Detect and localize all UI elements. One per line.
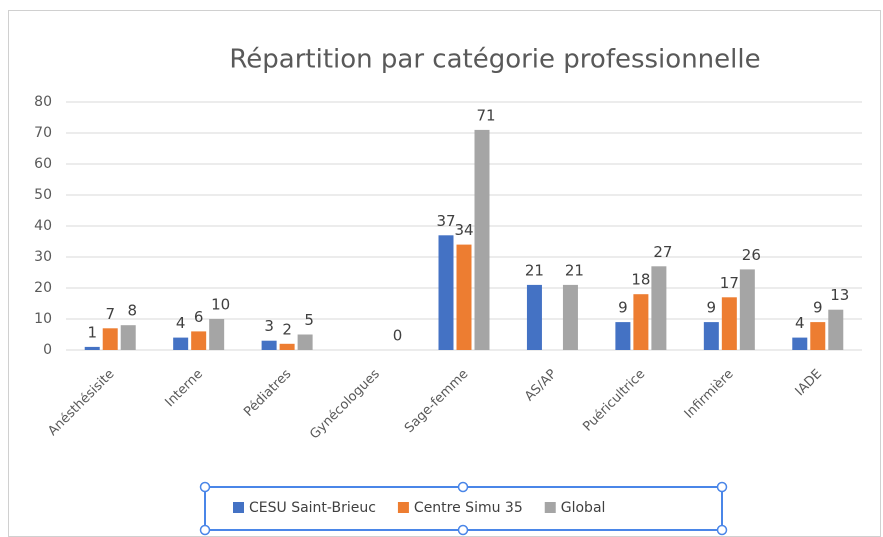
data-label: 71	[476, 106, 495, 124]
bar	[102, 328, 118, 350]
bar	[191, 331, 207, 350]
bar	[651, 266, 667, 350]
bar	[792, 337, 808, 350]
data-label: 6	[194, 308, 204, 326]
handle[interactable]	[199, 481, 211, 493]
y-tick-label: 40	[34, 218, 52, 234]
bar	[209, 319, 225, 350]
data-label: 5	[304, 311, 314, 329]
y-tick-label: 50	[34, 187, 52, 203]
y-tick-label: 60	[34, 156, 52, 172]
data-label: 9	[618, 299, 628, 317]
bar	[173, 337, 189, 350]
data-label: 18	[631, 271, 650, 289]
bar	[297, 334, 313, 350]
legend-label: CESU Saint-Brieuc	[249, 500, 376, 516]
bar	[474, 129, 490, 350]
data-label: 13	[830, 286, 849, 304]
data-label: 3	[264, 317, 274, 335]
bar	[261, 340, 277, 350]
legend-label: Centre Simu 35	[414, 500, 523, 516]
bar	[84, 346, 100, 350]
bar	[456, 244, 472, 350]
data-label: 7	[105, 305, 115, 323]
handle[interactable]	[716, 524, 728, 536]
chart-title: Répartition par catégorie professionnell…	[229, 45, 760, 75]
data-label: 8	[127, 302, 137, 320]
y-tick-label: 30	[34, 249, 52, 265]
data-label: 34	[454, 221, 473, 239]
data-label: 17	[720, 274, 739, 292]
bar	[703, 322, 719, 350]
y-tick-label: 0	[43, 342, 52, 358]
handle[interactable]	[457, 524, 469, 536]
bar	[438, 235, 454, 350]
legend-swatch	[544, 502, 556, 513]
data-label: 9	[813, 299, 823, 317]
y-tick-label: 80	[34, 94, 52, 110]
data-label: 21	[565, 261, 584, 279]
bar	[526, 284, 542, 350]
data-label: 10	[211, 296, 230, 314]
bar	[615, 322, 631, 350]
data-label: 27	[653, 243, 672, 261]
data-label: 0	[393, 327, 403, 345]
data-label: 26	[742, 246, 761, 264]
handle[interactable]	[716, 481, 728, 493]
y-tick-label: 10	[34, 311, 52, 327]
data-label: 37	[436, 212, 455, 230]
bar	[721, 297, 737, 350]
data-label: 21	[525, 261, 544, 279]
handle[interactable]	[199, 524, 211, 536]
data-label: 4	[795, 314, 805, 332]
bar	[562, 284, 578, 350]
data-label: 1	[87, 323, 97, 341]
data-label: 9	[707, 299, 717, 317]
y-tick-label: 20	[34, 280, 52, 296]
bar	[810, 322, 826, 350]
legend-label: Global	[561, 500, 606, 516]
legend-frame[interactable]	[199, 481, 728, 536]
bar	[633, 294, 649, 350]
data-label: 2	[282, 320, 292, 338]
bar	[279, 343, 295, 350]
bar	[828, 309, 844, 350]
y-tick-label: 70	[34, 125, 52, 141]
legend-swatch	[397, 502, 409, 513]
bar	[120, 325, 136, 350]
legend-swatch	[233, 502, 244, 513]
bar	[739, 269, 755, 350]
data-label: 4	[176, 314, 186, 332]
handle[interactable]	[457, 481, 469, 493]
